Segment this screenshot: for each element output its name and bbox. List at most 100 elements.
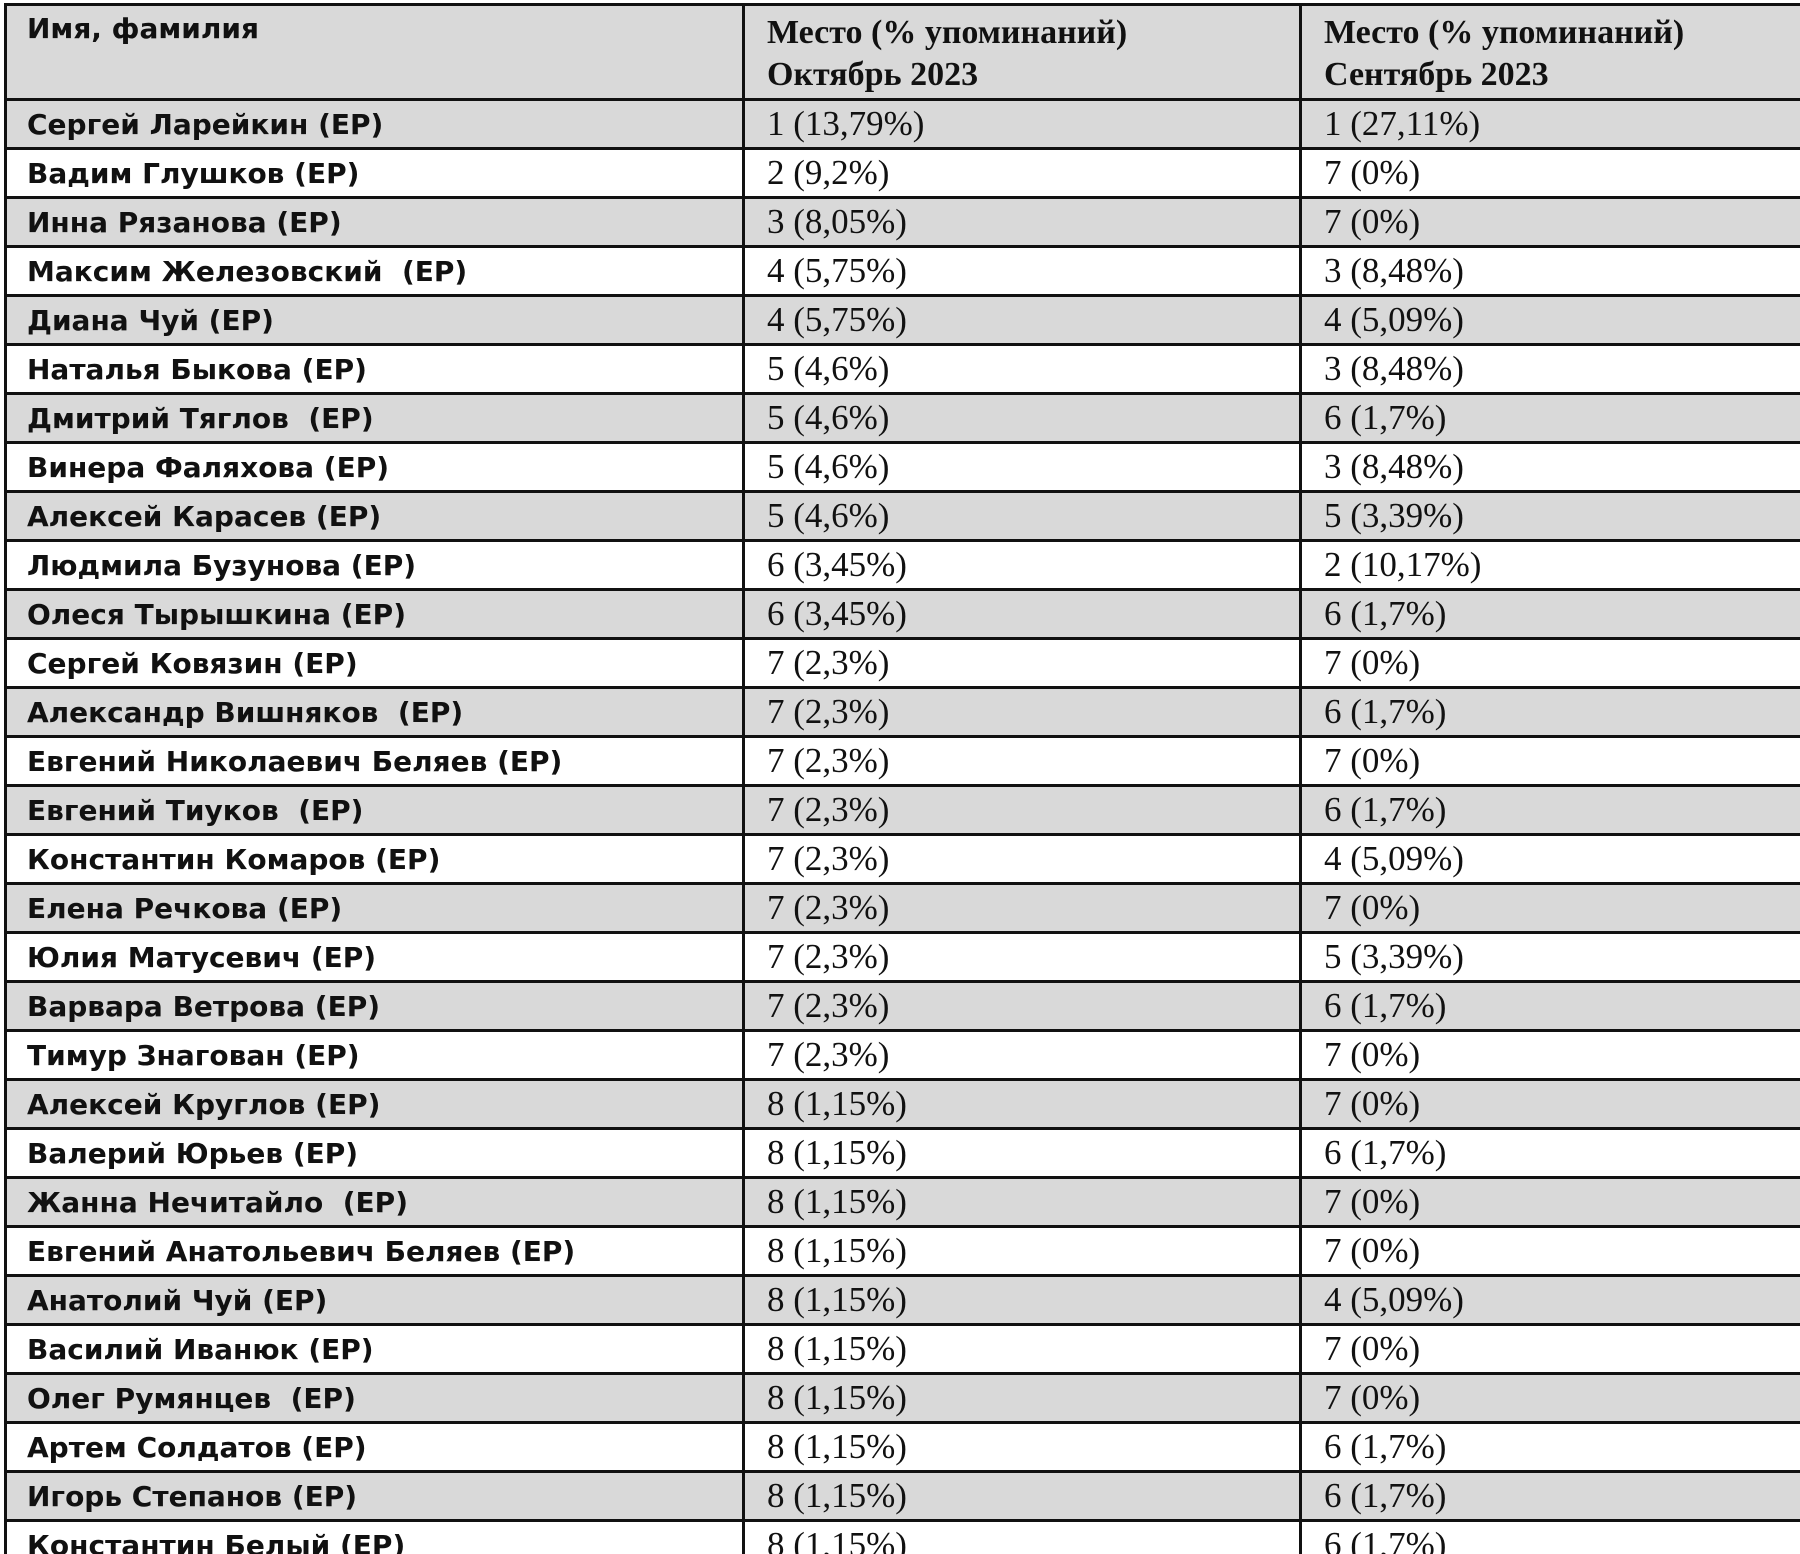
rank-cell: 8 (1,15%) [742,1078,1302,1130]
rank-cell: 4 (5,09%) [1299,1274,1800,1326]
name-cell: Алексей Карасев (ЕР) [4,490,745,542]
name-cell: Анатолий Чуй (ЕР) [4,1274,745,1326]
header-cell: Место (% упоминаний) Сентябрь 2023 [1299,3,1800,101]
rank-cell: 7 (2,3%) [742,784,1302,836]
header-text: Октябрь 2023 [767,56,979,93]
name-cell: Алексей Круглов (ЕР) [4,1078,745,1130]
name-cell: Константин Белый (ЕР) [4,1519,745,1554]
name-cell: Игорь Степанов (ЕР) [4,1470,745,1522]
name-cell: Варвара Ветрова (ЕР) [4,980,745,1032]
table-row: Валерий Юрьев (ЕР) 8 (1,15%) 6 (1,7%) [4,1127,1800,1179]
name-cell: Олеся Тырышкина (ЕР) [4,588,745,640]
rank-cell: 6 (3,45%) [742,588,1302,640]
rank-cell: 1 (13,79%) [742,98,1302,150]
table-row: Людмила Бузунова (ЕР) 6 (3,45%) 2 (10,17%) [4,539,1800,591]
table-row: Сергей Ларейкин (ЕР) 1 (13,79%) 1 (27,11%) [4,98,1800,150]
header-text: Место (% упоминаний) [767,14,1128,51]
table-row: Тимур Знагован (ЕР) 7 (2,3%) 7 (0%) [4,1029,1800,1081]
rank-cell: 5 (3,39%) [1299,490,1800,542]
rank-cell: 8 (1,15%) [742,1519,1302,1554]
table-row: Олег Румянцев (ЕР) 8 (1,15%) 7 (0%) [4,1372,1800,1424]
name-cell: Евгений Николаевич Беляев (ЕР) [4,735,745,787]
header-row: Имя, фамилия Место (% упоминаний) Октябрь … [4,3,1800,101]
name-cell: Людмила Бузунова (ЕР) [4,539,745,591]
rank-cell: 6 (1,7%) [1299,686,1800,738]
table-row: Александр Вишняков (ЕР) 7 (2,3%) 6 (1,7%) [4,686,1800,738]
rank-cell: 1 (27,11%) [1299,98,1800,150]
rank-cell: 8 (1,15%) [742,1421,1302,1473]
table-row: Анатолий Чуй (ЕР) 8 (1,15%) 4 (5,09%) [4,1274,1800,1326]
rank-cell: 7 (0%) [1299,1372,1800,1424]
header-cell: Имя, фамилия [4,3,745,101]
name-cell: Константин Комаров (ЕР) [4,833,745,885]
rank-cell: 2 (10,17%) [1299,539,1800,591]
rank-cell: 7 (2,3%) [742,980,1302,1032]
name-cell: Евгений Тиуков (ЕР) [4,784,745,836]
rank-cell: 6 (1,7%) [1299,1470,1800,1522]
name-cell: Наталья Быкова (ЕР) [4,343,745,395]
table-row: Дмитрий Тяглов (ЕР) 5 (4,6%) 6 (1,7%) [4,392,1800,444]
table-row: Сергей Ковязин (ЕР) 7 (2,3%) 7 (0%) [4,637,1800,689]
rank-cell: 5 (4,6%) [742,441,1302,493]
rank-cell: 4 (5,75%) [742,294,1302,346]
rank-cell: 6 (3,45%) [742,539,1302,591]
header-cell: Место (% упоминаний) Октябрь 2023 [742,3,1302,101]
table-row: Евгений Анатольевич Беляев (ЕР) 8 (1,15%)… [4,1225,1800,1277]
table-row: Юлия Матусевич (ЕР) 7 (2,3%) 5 (3,39%) [4,931,1800,983]
rank-cell: 5 (4,6%) [742,490,1302,542]
header-text: Имя, фамилия [27,12,259,45]
rank-cell: 8 (1,15%) [742,1127,1302,1179]
header-text: Сентябрь 2023 [1324,56,1549,93]
name-cell: Сергей Ларейкин (ЕР) [4,98,745,150]
table-row: Инна Рязанова (ЕР) 3 (8,05%) 7 (0%) [4,196,1800,248]
rank-cell: 8 (1,15%) [742,1323,1302,1375]
name-cell: Винера Фаляхова (ЕР) [4,441,745,493]
table-row: Константин Белый (ЕР) 8 (1,15%) 6 (1,7%) [4,1519,1800,1554]
name-cell: Диана Чуй (ЕР) [4,294,745,346]
rank-cell: 3 (8,05%) [742,196,1302,248]
table-row: Диана Чуй (ЕР) 4 (5,75%) 4 (5,09%) [4,294,1800,346]
rank-cell: 6 (1,7%) [1299,1127,1800,1179]
rank-cell: 6 (1,7%) [1299,392,1800,444]
name-cell: Максим Железовский (ЕР) [4,245,745,297]
name-cell: Вадим Глушков (ЕР) [4,147,745,199]
rank-cell: 7 (0%) [1299,1176,1800,1228]
table-row: Елена Речкова (ЕР) 7 (2,3%) 7 (0%) [4,882,1800,934]
rank-cell: 2 (9,2%) [742,147,1302,199]
header-text: Место (% упоминаний) [1324,14,1685,51]
name-cell: Олег Румянцев (ЕР) [4,1372,745,1424]
rank-cell: 7 (2,3%) [742,1029,1302,1081]
name-cell: Александр Вишняков (ЕР) [4,686,745,738]
rank-cell: 6 (1,7%) [1299,1519,1800,1554]
name-cell: Артем Солдатов (ЕР) [4,1421,745,1473]
rank-cell: 7 (2,3%) [742,637,1302,689]
rank-cell: 7 (0%) [1299,147,1800,199]
rank-cell: 7 (0%) [1299,735,1800,787]
name-cell: Дмитрий Тяглов (ЕР) [4,392,745,444]
rank-cell: 7 (2,3%) [742,686,1302,738]
name-cell: Евгений Анатольевич Беляев (ЕР) [4,1225,745,1277]
table-row: Винера Фаляхова (ЕР) 5 (4,6%) 3 (8,48%) [4,441,1800,493]
rank-cell: 7 (2,3%) [742,882,1302,934]
rank-cell: 7 (0%) [1299,1323,1800,1375]
table-row: Евгений Николаевич Беляев (ЕР) 7 (2,3%) 7 … [4,735,1800,787]
rank-cell: 6 (1,7%) [1299,784,1800,836]
name-cell: Юлия Матусевич (ЕР) [4,931,745,983]
name-cell: Жанна Нечитайло (ЕР) [4,1176,745,1228]
name-cell: Валерий Юрьев (ЕР) [4,1127,745,1179]
rank-cell: 3 (8,48%) [1299,441,1800,493]
rank-cell: 8 (1,15%) [742,1372,1302,1424]
rank-cell: 4 (5,75%) [742,245,1302,297]
table-row: Наталья Быкова (ЕР) 5 (4,6%) 3 (8,48%) [4,343,1800,395]
table-row: Евгений Тиуков (ЕР) 7 (2,3%) 6 (1,7%) [4,784,1800,836]
name-cell: Василий Иванюк (ЕР) [4,1323,745,1375]
table-row: Алексей Круглов (ЕР) 8 (1,15%) 7 (0%) [4,1078,1800,1130]
rank-cell: 6 (1,7%) [1299,1421,1800,1473]
table-row: Василий Иванюк (ЕР) 8 (1,15%) 7 (0%) [4,1323,1800,1375]
table-row: Варвара Ветрова (ЕР) 7 (2,3%) 6 (1,7%) [4,980,1800,1032]
rank-cell: 4 (5,09%) [1299,833,1800,885]
rank-cell: 7 (2,3%) [742,833,1302,885]
rank-cell: 4 (5,09%) [1299,294,1800,346]
rank-cell: 7 (0%) [1299,196,1800,248]
rank-cell: 3 (8,48%) [1299,245,1800,297]
